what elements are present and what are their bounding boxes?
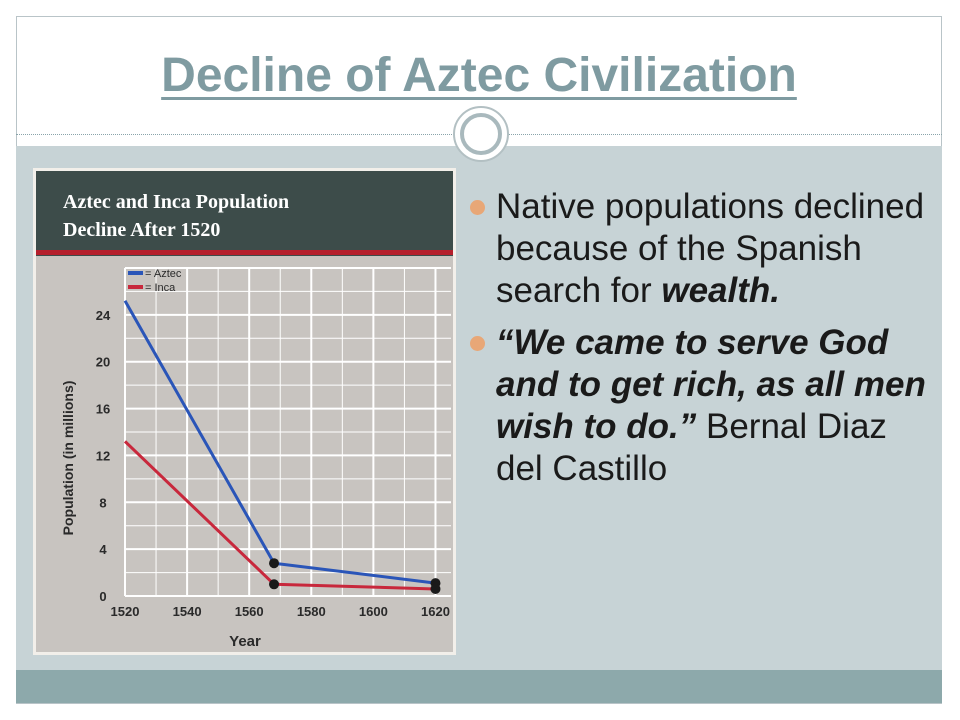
chart-y-axis-label: Population (in millions)	[60, 381, 76, 536]
chart-x-tick-label: 1540	[173, 604, 202, 619]
chart-header	[36, 171, 453, 256]
chart-y-tick-label: 20	[96, 355, 110, 370]
chart-header-rule	[36, 250, 453, 255]
chart-x-tick-label: 1560	[235, 604, 264, 619]
circle-ornament-icon	[453, 106, 509, 162]
chart-x-tick-label: 1580	[297, 604, 326, 619]
data-point-inca	[269, 579, 280, 590]
bullet-item-2: “We came to serve God and to get rich, a…	[470, 322, 930, 490]
bullet-dot-icon	[470, 200, 485, 215]
chart-grid	[124, 267, 451, 597]
chart-y-tick-label: 24	[96, 308, 111, 323]
chart-legend: = Aztec = Inca	[128, 268, 182, 294]
chart-y-tick-label: 4	[99, 542, 107, 557]
title-area: Decline of Aztec Civilization	[16, 16, 942, 134]
chart-title-line-1: Aztec and Inca Population	[63, 191, 289, 213]
chart-x-axis-label: Year	[229, 633, 261, 650]
population-chart: Aztec and Inca Population Decline After …	[33, 168, 456, 655]
chart-x-tick-label: 1620	[421, 604, 450, 619]
chart-y-tick-label: 0	[99, 589, 106, 604]
bullet-1-text: Native populations declined because of t…	[496, 187, 925, 310]
chart-x-tick-label: 1520	[111, 604, 140, 619]
legend-label-aztec: = Aztec	[145, 268, 182, 280]
chart-y-tick-label: 12	[96, 448, 110, 463]
legend-label-inca: = Inca	[145, 282, 176, 294]
bullet-2-attribution: Bernal Diaz del Castillo	[496, 407, 887, 488]
footer-band	[16, 670, 942, 703]
chart-y-tick-label: 16	[96, 402, 110, 417]
bullet-dot-icon	[470, 336, 485, 351]
bullet-2-quote: “We came to serve God and to get rich, a…	[496, 323, 926, 446]
data-point-aztec	[269, 558, 280, 569]
circle-ornament-inner	[460, 113, 502, 155]
chart-x-tick-label: 1600	[359, 604, 388, 619]
bullet-list: Native populations declined because of t…	[470, 186, 930, 500]
page-title: Decline of Aztec Civilization	[161, 48, 797, 102]
data-point-inca	[430, 583, 441, 594]
chart-title-line-2: Decline After 1520	[63, 219, 220, 241]
chart-svg: Aztec and Inca Population Decline After …	[33, 168, 456, 655]
chart-series	[123, 300, 441, 594]
bullet-1-emphasis: wealth.	[661, 271, 780, 310]
chart-y-tick-label: 8	[99, 495, 106, 510]
bullet-item-1: Native populations declined because of t…	[470, 186, 930, 312]
